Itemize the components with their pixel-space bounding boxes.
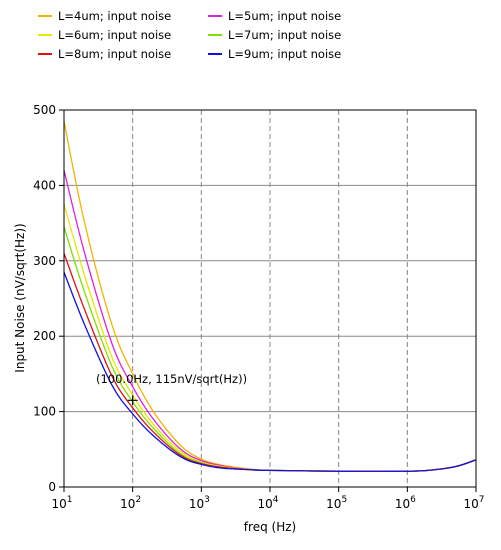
y-tick-label: 200 <box>33 329 56 343</box>
y-tick-label: 500 <box>33 103 56 117</box>
legend-entry: L=9um; input noise <box>228 47 341 61</box>
x-tick-label: 106 <box>395 495 416 511</box>
x-tick-label: 103 <box>189 495 210 511</box>
legend-entry: L=4um; input noise <box>58 9 171 23</box>
x-axis-ticks: 101 102 103 104 105 106 107 <box>51 487 485 511</box>
x-tick-label: 102 <box>120 495 141 511</box>
x-tick-label: 104 <box>257 495 278 511</box>
cursor-marker <box>127 395 138 406</box>
y-axis-ticks: 0 100 200 300 400 500 <box>33 103 64 494</box>
grid <box>64 110 476 487</box>
legend: L=4um; input noise L=5um; input noise L=6u… <box>38 9 341 61</box>
series-lines <box>63 121 477 472</box>
y-tick-label: 400 <box>33 178 56 192</box>
x-axis-label: freq (Hz) <box>244 520 296 534</box>
cursor-annotation-label: (100.0Hz, 115nV/sqrt(Hz)) <box>96 372 247 386</box>
y-tick-label: 300 <box>33 254 56 268</box>
legend-entry: L=5um; input noise <box>228 9 341 23</box>
legend-entry: L=6um; input noise <box>58 28 171 42</box>
x-tick-label: 107 <box>463 495 484 511</box>
cursor-annotation: (100.0Hz, 115nV/sqrt(Hz)) <box>96 372 247 406</box>
y-tick-label: 0 <box>48 480 56 494</box>
x-tick-label: 101 <box>51 495 72 511</box>
legend-entry: L=7um; input noise <box>228 28 341 42</box>
legend-entry: L=8um; input noise <box>58 47 171 61</box>
x-tick-label: 105 <box>326 495 347 511</box>
series-line <box>63 271 477 472</box>
y-tick-label: 100 <box>33 405 56 419</box>
y-axis-label: Input Noise (nV/sqrt(Hz)) <box>13 223 27 372</box>
